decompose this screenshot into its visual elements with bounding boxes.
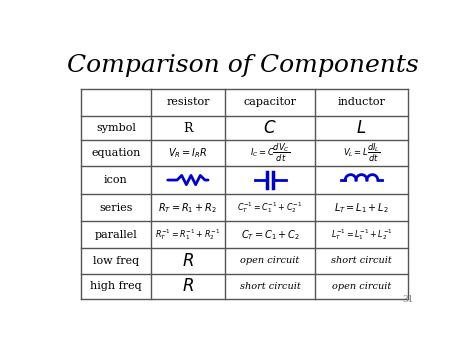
Text: series: series xyxy=(99,203,133,213)
Text: short circuit: short circuit xyxy=(240,282,301,291)
Text: $\mathit{L}$: $\mathit{L}$ xyxy=(356,119,366,137)
Text: 31: 31 xyxy=(403,295,414,304)
Text: capacitor: capacitor xyxy=(244,97,297,107)
Text: $I_C = C\dfrac{dV_C}{dt}$: $I_C = C\dfrac{dV_C}{dt}$ xyxy=(250,142,290,164)
Text: high freq: high freq xyxy=(90,281,142,291)
Text: parallel: parallel xyxy=(94,230,137,240)
Text: $\mathit{R}$: $\mathit{R}$ xyxy=(182,252,194,270)
Text: $V_L = L\dfrac{dI_L}{dt}$: $V_L = L\dfrac{dI_L}{dt}$ xyxy=(343,142,380,164)
Text: $V_R = I_R R$: $V_R = I_R R$ xyxy=(168,146,208,160)
Text: icon: icon xyxy=(104,175,128,185)
Text: $C_T = C_1 + C_2$: $C_T = C_1 + C_2$ xyxy=(240,228,300,242)
Text: equation: equation xyxy=(91,148,140,158)
Text: Comparison of Components: Comparison of Components xyxy=(67,54,419,77)
Text: short circuit: short circuit xyxy=(331,256,392,266)
Text: $R_T^{-1} = R_1^{-1} + R_2^{-1}$: $R_T^{-1} = R_1^{-1} + R_2^{-1}$ xyxy=(155,227,220,242)
Text: $L_T = L_1 + L_2$: $L_T = L_1 + L_2$ xyxy=(334,201,389,215)
Text: symbol: symbol xyxy=(96,123,136,133)
Text: $C_T^{-1} = C_1^{-1} + C_2^{-1}$: $C_T^{-1} = C_1^{-1} + C_2^{-1}$ xyxy=(237,200,303,215)
Text: $\mathit{R}$: $\mathit{R}$ xyxy=(182,277,194,295)
Text: resistor: resistor xyxy=(166,97,210,107)
Text: $\mathit{C}$: $\mathit{C}$ xyxy=(263,119,277,137)
Text: inductor: inductor xyxy=(337,97,385,107)
Text: $L_T^{-1} = L_1^{-1} + L_2^{-1}$: $L_T^{-1} = L_1^{-1} + L_2^{-1}$ xyxy=(330,227,392,242)
Text: $R_T = R_1 + R_2$: $R_T = R_1 + R_2$ xyxy=(158,201,218,215)
Text: open circuit: open circuit xyxy=(240,256,300,266)
Text: low freq: low freq xyxy=(93,256,139,266)
Text: R: R xyxy=(183,121,192,135)
Text: open circuit: open circuit xyxy=(332,282,391,291)
